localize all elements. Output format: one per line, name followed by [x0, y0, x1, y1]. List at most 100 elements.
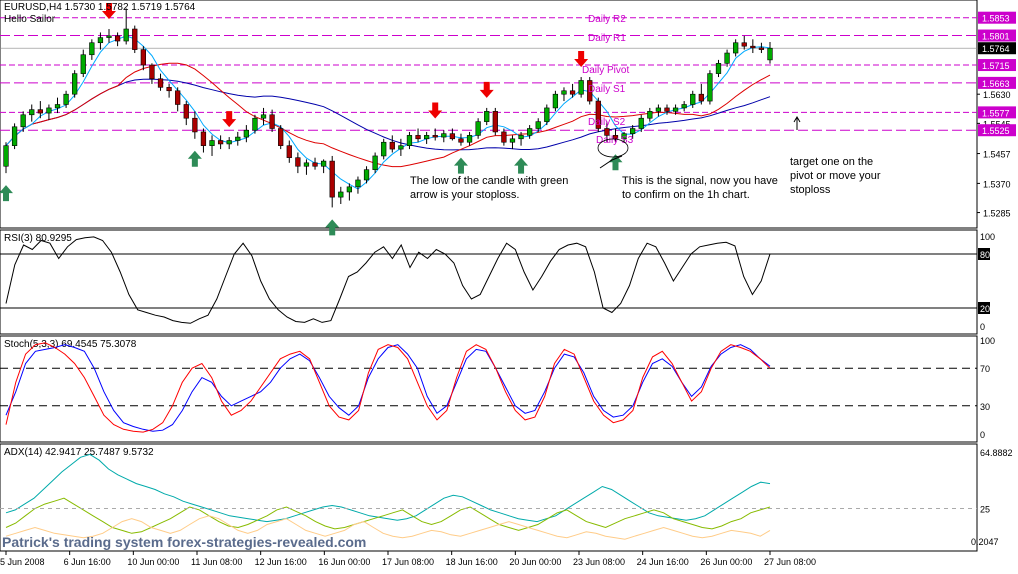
- series-line-2: [5, 515, 771, 540]
- candle-body: [217, 140, 224, 145]
- candle-body: [226, 140, 232, 145]
- series-line-0: [5, 236, 771, 324]
- rsi-level-tag: [978, 302, 990, 314]
- level-price-tag: [978, 29, 1016, 42]
- up-arrow-icon: [514, 157, 529, 174]
- time-tick-label: 12 Jun 16:00: [255, 557, 307, 567]
- adx-tick-label: 25: [980, 504, 990, 514]
- candle-body: [132, 28, 138, 50]
- annotation-target-line2: pivot or move your: [790, 170, 881, 182]
- level-price-tag: [978, 106, 1016, 119]
- frame-adx: [0, 443, 978, 552]
- signal-arrows: [0, 3, 623, 236]
- rsi-tick-label: 0: [980, 322, 985, 332]
- candle-body: [140, 49, 146, 66]
- adx-pane: ADX(14) 42.9417 25.7487 9.5732 64.8882 25…: [0, 447, 1013, 547]
- stoch-header: Stoch(5,3,3) 69.4545 75.3078: [4, 339, 137, 350]
- candle-body: [106, 35, 112, 38]
- candle-body: [192, 117, 198, 133]
- annotation-signal-line2: to confirm on the 1h chart.: [622, 189, 750, 201]
- candle-body: [655, 107, 662, 112]
- candle-body: [97, 37, 104, 44]
- pivot-labels: Daily R2 Daily R1 Daily Pivot Daily S1 D…: [582, 14, 634, 146]
- down-arrow-icon: [428, 102, 443, 119]
- time-tick-label: 24 Jun 16:00: [637, 557, 689, 567]
- candle-body: [587, 80, 593, 102]
- candle-body: [269, 114, 275, 129]
- candle-body: [707, 73, 713, 102]
- candle-body: [200, 131, 207, 146]
- candle-body: [363, 169, 370, 181]
- candle-body: [535, 121, 541, 129]
- annotation-target-line3: stoploss: [790, 184, 831, 196]
- adx-header: ADX(14) 42.9417 25.7487 9.5732: [4, 447, 154, 458]
- up-arrow-icon: [325, 219, 340, 236]
- candle-body: [320, 160, 327, 167]
- time-tick-label: 20 Jun 00:00: [509, 557, 561, 567]
- annotation-stoploss-line1: The low of the candle with green: [410, 175, 568, 187]
- price-tick-label: 1.5630: [983, 90, 1011, 100]
- level-price-text: 1.5663: [982, 79, 1010, 89]
- price-tick-label: 1.5285: [983, 209, 1011, 219]
- candle-body: [37, 109, 43, 114]
- time-tick-label: 26 Jun 00:00: [700, 557, 752, 567]
- stoch-tick-label: 0: [980, 430, 985, 440]
- candle-body: [509, 138, 516, 143]
- candle-body: [381, 141, 387, 157]
- candle-body: [278, 128, 284, 146]
- annotation-stoploss: The low of the candle with green arrow i…: [410, 175, 568, 201]
- down-arrow-icon: [102, 3, 117, 20]
- current-price-text: 1.5764: [982, 44, 1010, 54]
- candle-body: [157, 78, 164, 88]
- level-price-tag: [978, 11, 1016, 24]
- candle-body: [638, 117, 644, 129]
- candle-body: [209, 140, 215, 146]
- time-tick-label: 16 Jun 00:00: [318, 557, 370, 567]
- level-price-text: 1.5577: [982, 108, 1010, 118]
- stoch-tick-label: 70: [980, 364, 990, 374]
- candle-body: [114, 35, 121, 42]
- candle-body: [449, 133, 456, 140]
- candle-body: [544, 107, 550, 122]
- level-price-text: 1.5853: [982, 14, 1010, 24]
- candle-body: [389, 141, 395, 150]
- watermark: Patrick's trading system forex-strategie…: [2, 534, 366, 550]
- candle-body: [466, 135, 473, 143]
- annotation-target: target one on the pivot or move your sto…: [790, 116, 881, 196]
- frame-main: [0, 0, 978, 229]
- candle-body: [20, 114, 26, 128]
- candle-body: [724, 52, 730, 64]
- candle-body: [750, 45, 756, 49]
- candle-body: [578, 80, 584, 95]
- candle-body: [647, 111, 653, 119]
- candle-body: [183, 104, 189, 119]
- time-tick-label: 23 Jun 08:00: [573, 557, 625, 567]
- time-tick-label: 18 Jun 16:00: [446, 557, 498, 567]
- candle-body: [89, 42, 95, 56]
- candle-body: [423, 135, 430, 140]
- label-daily-s1: Daily S1: [588, 84, 626, 95]
- time-tick-label: 17 Jun 08:00: [382, 557, 434, 567]
- label-daily-r1: Daily R1: [588, 33, 626, 44]
- candle-body: [80, 54, 86, 74]
- up-arrow-icon: [0, 185, 13, 202]
- annotation-signal: This is the signal, now you have to conf…: [597, 138, 778, 201]
- rsi-level-tag: [978, 248, 990, 260]
- annotation-signal-line1: This is the signal, now you have: [622, 175, 778, 187]
- candle-body: [715, 63, 722, 74]
- up-arrow-icon: [187, 150, 202, 167]
- candle-body: [664, 107, 670, 112]
- rsi-pane: RSI(3) 80.9295 100 80 20 0: [0, 232, 995, 332]
- candle-body: [72, 73, 78, 95]
- candle-body: [681, 104, 687, 109]
- candle-body: [11, 126, 18, 146]
- candle-body: [518, 135, 524, 140]
- price-pane: 1.56301.55451.54571.53701.52851.58531.58…: [0, 2, 1016, 236]
- annotation-stoploss-line2: arrow is your stoploss.: [410, 189, 519, 201]
- candle-body: [338, 191, 344, 198]
- time-tick-label: 27 Jun 08:00: [764, 557, 816, 567]
- price-axis: 1.56301.55451.54571.53701.52851.58531.58…: [977, 11, 1016, 219]
- candle-body: [621, 133, 627, 140]
